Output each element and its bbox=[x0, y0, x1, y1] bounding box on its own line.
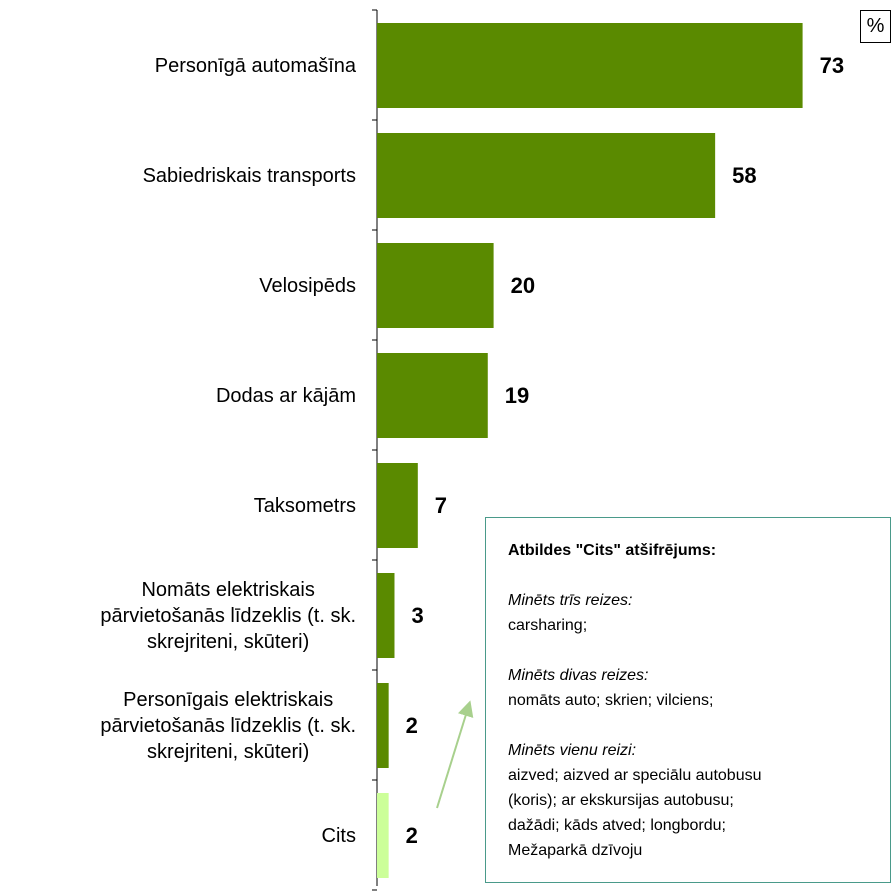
bar bbox=[377, 353, 488, 438]
bar bbox=[377, 683, 389, 768]
bar bbox=[377, 793, 389, 878]
annotation-title: Atbildes "Cits" atšifrējums: bbox=[508, 542, 717, 559]
category-label: Taksometrs bbox=[253, 495, 356, 517]
value-label: 73 bbox=[819, 53, 845, 78]
category-label: Dodas ar kājām bbox=[215, 385, 356, 407]
annotation-heading: Minēts trīs reizes: bbox=[508, 592, 633, 609]
value-label: 7 bbox=[434, 493, 448, 518]
bar bbox=[377, 463, 418, 548]
annotation-text: carsharing; bbox=[508, 617, 588, 634]
annotation-heading: Minēts vienu reizi: bbox=[508, 742, 637, 759]
value-label: 20 bbox=[510, 273, 536, 298]
category-label: Nomāts elektriskais pārvietošanās līdzek… bbox=[100, 579, 356, 653]
category-label: Personīgā automašīna bbox=[154, 55, 356, 77]
value-label: 2 bbox=[405, 823, 418, 848]
value-label: 3 bbox=[411, 603, 424, 628]
annotation-heading: Minēts divas reizes: bbox=[508, 667, 649, 684]
bar bbox=[377, 23, 803, 108]
category-label: Velosipēds bbox=[259, 275, 356, 297]
category-label: Cits bbox=[321, 825, 356, 847]
bar bbox=[377, 243, 494, 328]
annotation-arrow bbox=[436, 700, 474, 809]
value-label: 58 bbox=[732, 163, 757, 188]
unit-label: % bbox=[860, 10, 891, 43]
category-label: Personīgais elektriskais pārvietošanās l… bbox=[100, 689, 356, 763]
category-label: Sabiedriskais transports bbox=[142, 165, 356, 187]
annotation-text: nomāts auto; skrien; vilciens; bbox=[508, 692, 714, 709]
bar bbox=[377, 133, 716, 218]
bar bbox=[377, 573, 395, 658]
annotation-text: aizved; aizved ar speciālu autobusu (kor… bbox=[508, 767, 762, 859]
value-label: 2 bbox=[405, 713, 418, 738]
annotation-box: Atbildes "Cits" atšifrējums: Minēts trīs … bbox=[485, 517, 891, 883]
value-label: 19 bbox=[504, 383, 530, 408]
